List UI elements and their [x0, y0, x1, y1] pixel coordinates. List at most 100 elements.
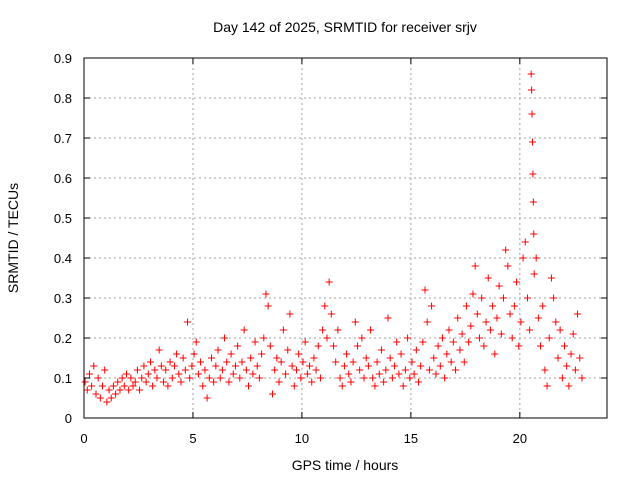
data-point: [510, 302, 518, 310]
data-point: [207, 354, 215, 362]
data-point: [441, 374, 449, 382]
data-point: [166, 358, 174, 366]
data-point: [140, 362, 148, 370]
data-point: [391, 362, 399, 370]
data-point: [144, 370, 152, 378]
data-point: [262, 290, 270, 298]
data-point: [489, 302, 497, 310]
data-point: [192, 338, 200, 346]
data-point: [395, 370, 403, 378]
data-point: [545, 334, 553, 342]
data-point: [136, 386, 144, 394]
data-point: [362, 354, 370, 362]
data-point: [517, 318, 525, 326]
data-point: [275, 378, 283, 386]
data-point: [197, 358, 205, 366]
data-point: [203, 394, 211, 402]
data-point: [554, 354, 562, 362]
data-point: [495, 282, 503, 290]
data-point: [443, 350, 451, 358]
data-point: [142, 378, 150, 386]
data-point: [469, 290, 477, 298]
data-point: [155, 346, 163, 354]
data-point: [351, 318, 359, 326]
data-point: [558, 374, 566, 382]
data-point: [347, 378, 355, 386]
data-point: [330, 342, 338, 350]
y-tick-label: 0.3: [54, 291, 72, 306]
data-point: [556, 326, 564, 334]
data-point: [199, 382, 207, 390]
data-point: [112, 390, 120, 398]
data-point: [532, 254, 540, 262]
data-point: [90, 362, 98, 370]
data-point: [371, 382, 379, 390]
data-point: [513, 278, 521, 286]
data-point: [190, 350, 198, 358]
data-point: [301, 338, 309, 346]
data-point: [216, 374, 224, 382]
data-point: [521, 238, 529, 246]
data-point: [221, 334, 229, 342]
data-point: [240, 326, 248, 334]
data-point: [430, 354, 438, 362]
data-point: [384, 314, 392, 322]
data-point: [297, 374, 305, 382]
data-point: [434, 342, 442, 350]
data-point: [336, 374, 344, 382]
data-point: [105, 386, 113, 394]
data-point: [306, 362, 314, 370]
x-tick-label: 15: [404, 431, 418, 446]
data-point: [310, 354, 318, 362]
data-point: [388, 374, 396, 382]
data-point: [168, 374, 176, 382]
data-point: [527, 70, 535, 78]
data-point: [277, 358, 285, 366]
data-point: [454, 314, 462, 322]
data-point: [375, 370, 383, 378]
y-tick-label: 0: [65, 411, 72, 426]
x-tick-label: 0: [80, 431, 87, 446]
data-point: [419, 338, 427, 346]
data-point: [114, 378, 122, 386]
data-point: [408, 358, 416, 366]
data-point: [303, 370, 311, 378]
data-point: [260, 334, 268, 342]
x-tick-label: 5: [189, 431, 196, 446]
data-point: [349, 358, 357, 366]
data-point: [181, 366, 189, 374]
data-point: [94, 374, 102, 382]
data-point: [428, 302, 436, 310]
data-point: [399, 382, 407, 390]
data-point: [478, 294, 486, 302]
data-point: [212, 362, 220, 370]
data-point: [122, 370, 130, 378]
data-point: [353, 342, 361, 350]
data-point: [146, 358, 154, 366]
data-point: [529, 198, 537, 206]
y-axis-label: SRMTID / TECUs: [5, 183, 21, 293]
data-point: [380, 378, 388, 386]
data-point: [345, 370, 353, 378]
data-point: [107, 394, 115, 402]
data-point: [530, 230, 538, 238]
data-point: [279, 326, 287, 334]
data-point: [340, 362, 348, 370]
data-point: [523, 294, 531, 302]
axis-ticks: 0 0.1 0.2 0.3 0.4 0.5 0.6 0.7 0.8 0.9 0 5 10 15 20: [54, 51, 607, 446]
y-tick-label: 0.4: [54, 251, 72, 266]
data-point: [164, 382, 172, 390]
data-point: [229, 370, 237, 378]
data-point: [473, 310, 481, 318]
data-point: [360, 374, 368, 382]
data-point: [397, 350, 405, 358]
data-point: [227, 350, 235, 358]
chart-title: Day 142 of 2025, SRMTID for receiver srj…: [213, 19, 477, 35]
data-point: [471, 262, 479, 270]
y-tick-label: 0.1: [54, 371, 72, 386]
data-point: [576, 354, 584, 362]
data-point: [356, 366, 364, 374]
data-point: [175, 370, 183, 378]
data-point: [151, 366, 159, 374]
